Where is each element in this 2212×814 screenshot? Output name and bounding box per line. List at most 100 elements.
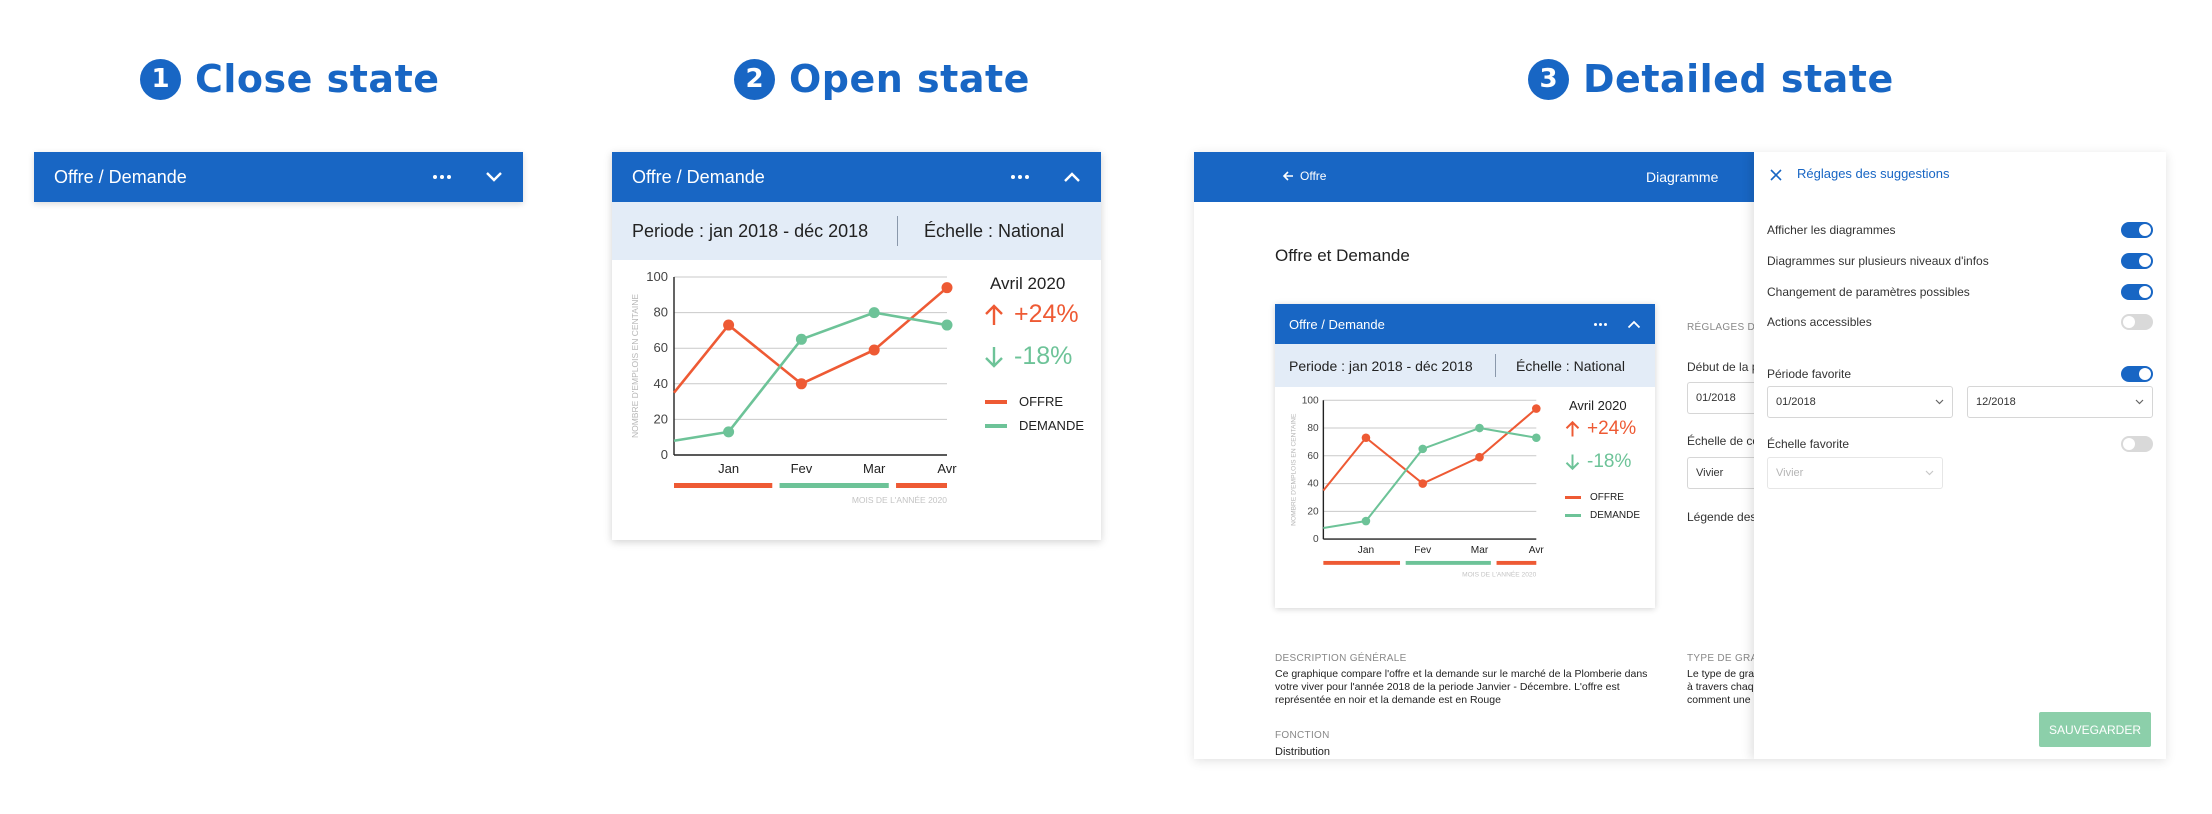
arrow-down-icon — [1565, 454, 1580, 471]
step-3-heading: 3 Detailed state — [1528, 57, 1894, 101]
series-line-offre — [1322, 407, 1537, 492]
widget-info-row: Periode : jan 2018 - déc 2018 Échelle : … — [1275, 344, 1655, 387]
widget-title: Offre / Demande — [632, 166, 765, 187]
series-line-demande — [1323, 426, 1537, 529]
chevron-down-icon[interactable] — [485, 171, 503, 183]
chevron-up-icon[interactable] — [1063, 171, 1081, 183]
debut-select[interactable]: 01/2018 — [1687, 382, 1767, 414]
x-tick-label: Jan — [1358, 545, 1374, 556]
toggle-switch[interactable] — [2121, 436, 2153, 452]
widget-title: Offre / Demande — [1289, 316, 1385, 332]
more-icon[interactable] — [433, 175, 451, 179]
segment-bar — [1496, 560, 1537, 565]
y-tick-label: 0 — [661, 447, 668, 462]
legende-label: Légende des — [1687, 510, 1757, 524]
widget-header-open[interactable]: Offre / Demande — [612, 152, 1101, 202]
step-2-number: 2 — [734, 58, 775, 100]
description-text: Ce graphique compare l'offre et la deman… — [1275, 668, 1648, 706]
settings-panel: Réglages des suggestions Afficher les di… — [1754, 152, 2166, 759]
widget-title: Offre / Demande — [54, 166, 187, 187]
step-1-number: 1 — [140, 58, 181, 100]
widget-header-embedded[interactable]: Offre / Demande — [1275, 304, 1655, 344]
toggle-switch[interactable] — [2121, 366, 2153, 382]
kpi-down: -18% — [984, 342, 1072, 371]
echelle-label: Échelle de co — [1687, 434, 1760, 448]
arrow-up-icon — [1565, 420, 1580, 437]
data-point-demande — [868, 307, 880, 319]
y-tick-label: 100 — [1302, 395, 1319, 406]
step-1-heading: 1 Close state — [140, 57, 440, 101]
periode-start-select[interactable]: 01/2018 — [1767, 386, 1953, 418]
reglages-caption: RÉGLAGES DU — [1687, 322, 1763, 333]
data-point-offre — [1475, 452, 1484, 462]
tab-diagramme[interactable]: Diagramme — [1646, 169, 1719, 185]
fonction-value: Distribution — [1275, 746, 1331, 758]
data-point-demande — [795, 333, 807, 345]
more-icon[interactable] — [1011, 175, 1029, 179]
y-tick-label: 100 — [646, 269, 668, 284]
kpi-up: +24% — [984, 300, 1079, 329]
data-point-demande — [1475, 423, 1484, 433]
data-point-demande — [941, 319, 953, 331]
fonction-caption: FONCTION — [1275, 730, 1330, 741]
step-1-title: Close state — [195, 57, 440, 101]
chevron-up-icon[interactable] — [1627, 320, 1641, 329]
series-line-offre — [672, 286, 948, 394]
page-title: Offre et Demande — [1275, 246, 1410, 265]
segment-bar — [674, 483, 773, 488]
y-tick-label: 60 — [654, 340, 668, 355]
periode-end-select[interactable]: 12/2018 — [1967, 386, 2153, 418]
widget-header-closed[interactable]: Offre / Demande — [34, 152, 523, 202]
arrow-down-icon — [985, 346, 1003, 368]
series-line-demande — [673, 311, 948, 443]
toggle-switch[interactable] — [2121, 253, 2153, 269]
detail-view: Offre Diagramme Offre et Demande Offre /… — [1194, 152, 2166, 759]
echelle-select[interactable]: Vivier — [1687, 457, 1767, 489]
kpi-up: +24% — [1565, 418, 1636, 440]
step-2-title: Open state — [789, 57, 1030, 101]
data-point-demande — [1361, 516, 1371, 526]
more-icon[interactable] — [1594, 322, 1607, 326]
toggle-row-0: Afficher les diagrammes — [1767, 222, 2153, 238]
legend-demande: DEMANDE — [985, 418, 1084, 433]
x-tick-label: Mar — [1471, 545, 1489, 556]
data-point-offre — [1361, 433, 1371, 443]
legend-offre: OFFRE — [1565, 492, 1624, 503]
chevron-down-icon — [2135, 399, 2144, 405]
kpi-down: -18% — [1565, 451, 1631, 473]
toggle-switch[interactable] — [2121, 284, 2153, 300]
echelle-row: Échelle favorite — [1767, 436, 2153, 452]
data-point-demande — [1532, 433, 1541, 443]
y-tick-label: 20 — [1307, 506, 1319, 517]
segment-bar — [896, 483, 947, 488]
y-axis-label: NOMBRE D'EMPLOIS EN CENTAINE — [1290, 413, 1297, 526]
toggle-row-3: Actions accessibles — [1767, 314, 2153, 330]
data-point-offre — [723, 319, 735, 331]
debut-label: Début de la p — [1687, 360, 1759, 374]
step-3-number: 3 — [1528, 58, 1569, 100]
periode-row: Période favorite — [1767, 366, 2153, 382]
x-tick-label: Mar — [863, 461, 886, 476]
offre-demande-chart-small: 0 20 40 60 80 100 NOMBRE D'EMPLOIS EN CENTAINE… — [1290, 395, 1545, 578]
close-icon[interactable] — [1770, 168, 1782, 186]
segment-bar — [779, 483, 889, 488]
toggle-switch[interactable] — [2121, 222, 2153, 238]
echelle-label: Échelle : National — [1516, 357, 1625, 374]
panel-title: Réglages des suggestions — [1797, 166, 1950, 181]
legend-demande: DEMANDE — [1565, 510, 1640, 521]
x-tick-label: Avr — [1529, 545, 1545, 556]
save-button[interactable]: SAUVEGARDER — [2039, 712, 2151, 747]
x-tick-label: Avr — [937, 461, 957, 476]
detail-topbar: Offre Diagramme — [1194, 152, 1754, 202]
type-caption: TYPE DE GRA — [1687, 653, 1758, 664]
echelle-select[interactable]: Vivier — [1767, 457, 1943, 489]
y-tick-label: 40 — [654, 376, 668, 391]
toggle-row-1: Diagrammes sur plusieurs niveaux d'infos — [1767, 253, 2153, 269]
segment-bar — [1323, 560, 1401, 565]
toggle-switch[interactable] — [2121, 314, 2153, 330]
embedded-widget: Offre / Demande Periode : jan 2018 - déc… — [1275, 304, 1655, 759]
widget-open: Offre / Demande Periode : jan 2018 - déc… — [612, 152, 1101, 540]
x-tick-label: Fev — [1414, 545, 1432, 556]
toggle-row-2: Changement de paramètres possibles — [1767, 284, 2153, 300]
back-link[interactable]: Offre — [1282, 169, 1326, 183]
